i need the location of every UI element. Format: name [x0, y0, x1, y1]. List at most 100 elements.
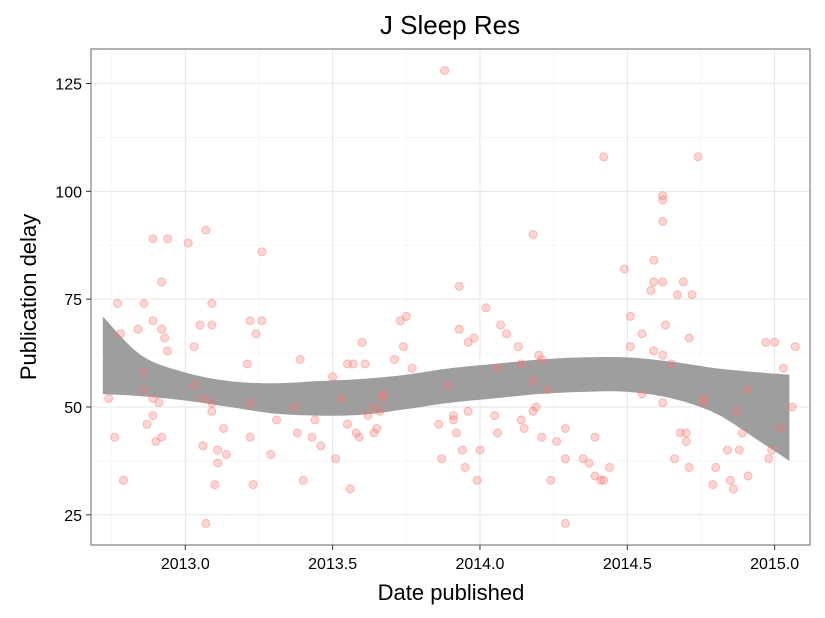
data-point [307, 432, 317, 442]
data-point [469, 333, 479, 343]
data-point [681, 428, 691, 438]
data-point [534, 350, 544, 360]
data-point [667, 359, 676, 369]
y-axis: 25 50 75 100 125 [55, 77, 91, 525]
data-point [375, 406, 385, 416]
data-point [481, 303, 491, 313]
data-point [472, 475, 482, 485]
data-point [148, 411, 158, 421]
data-point [189, 380, 199, 390]
data-point [693, 152, 703, 162]
data-point [699, 398, 709, 408]
data-point [658, 217, 668, 226]
data-point [787, 402, 797, 412]
data-points [104, 66, 800, 528]
data-point [649, 255, 659, 265]
data-point [496, 320, 506, 330]
data-point [207, 299, 217, 308]
plot-area [90, 48, 811, 546]
data-point [451, 428, 461, 438]
data-point [110, 432, 120, 442]
data-point [298, 475, 308, 485]
data-point [251, 329, 261, 339]
data-point [337, 393, 346, 403]
data-point [163, 346, 173, 356]
data-point [658, 191, 668, 201]
plot-background [91, 49, 810, 545]
data-point [210, 480, 220, 490]
data-point [658, 398, 668, 408]
data-point [584, 458, 594, 468]
data-point [516, 415, 526, 425]
data-point [289, 402, 299, 412]
data-point [118, 475, 128, 485]
data-point [649, 346, 659, 356]
data-point [578, 454, 588, 464]
x-tick-label: 2014.5 [603, 556, 652, 573]
data-point [363, 411, 373, 421]
data-point [157, 277, 167, 287]
data-point [661, 320, 671, 330]
data-point [292, 428, 302, 438]
y-tick-label: 50 [64, 400, 82, 417]
data-point [502, 329, 511, 339]
data-point [369, 428, 379, 438]
data-point [440, 66, 450, 76]
data-point [528, 406, 538, 416]
data-point [670, 454, 679, 464]
data-point [348, 359, 358, 369]
data-point [160, 333, 170, 343]
data-point [605, 462, 615, 472]
data-point [463, 406, 473, 416]
data-point [245, 316, 255, 326]
data-point [687, 290, 697, 300]
data-point [142, 419, 152, 429]
data-point [761, 337, 771, 347]
data-point [790, 342, 800, 352]
data-point [725, 475, 735, 485]
data-point [248, 480, 258, 490]
data-point [454, 324, 464, 334]
data-point [552, 437, 562, 446]
y-tick-label: 25 [64, 508, 82, 525]
data-point [357, 337, 367, 347]
data-point [531, 402, 541, 412]
data-point [731, 406, 741, 416]
data-point [189, 342, 199, 352]
data-point [157, 324, 167, 334]
data-point [543, 385, 553, 395]
data-point [675, 428, 685, 438]
data-point [266, 449, 276, 459]
data-point [151, 437, 161, 446]
data-point [513, 342, 523, 352]
data-point [139, 385, 149, 395]
plot-border [90, 48, 811, 546]
y-tick-label: 100 [55, 184, 82, 201]
data-point [596, 475, 606, 485]
data-point [354, 432, 364, 442]
data-point [104, 393, 114, 403]
data-point [295, 355, 305, 364]
data-point [207, 398, 217, 408]
data-point [342, 359, 352, 369]
data-point [222, 449, 231, 459]
data-point [493, 428, 503, 438]
data-point [242, 359, 252, 369]
data-point [711, 462, 721, 472]
data-point [448, 411, 458, 421]
data-point [457, 445, 467, 455]
data-point [590, 471, 600, 481]
x-tick-label: 2013.0 [161, 556, 210, 573]
data-point [378, 389, 388, 399]
data-point [207, 320, 217, 330]
data-point [560, 454, 570, 464]
data-point [560, 424, 570, 433]
data-point [443, 380, 453, 390]
data-point [245, 398, 255, 408]
data-point [219, 424, 229, 433]
data-point [139, 299, 149, 308]
data-point [342, 419, 352, 429]
data-point [310, 415, 320, 425]
chart-title: J Sleep Res [380, 10, 520, 40]
data-point [684, 462, 694, 472]
